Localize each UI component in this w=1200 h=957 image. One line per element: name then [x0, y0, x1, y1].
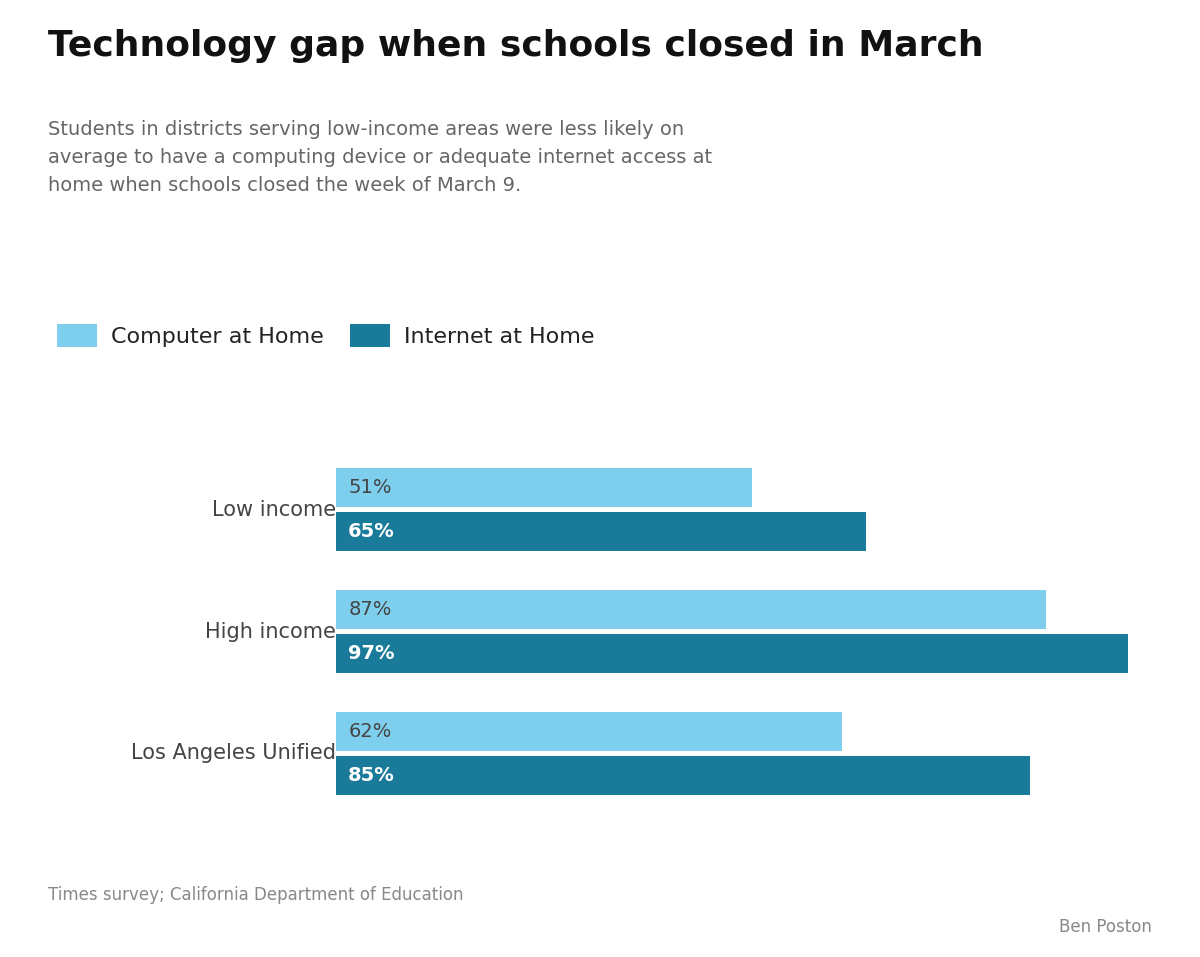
- Text: 85%: 85%: [348, 766, 395, 785]
- Text: 87%: 87%: [348, 600, 391, 619]
- Bar: [336, 468, 752, 507]
- Text: 97%: 97%: [348, 644, 395, 663]
- Bar: [336, 756, 1030, 795]
- Bar: [336, 512, 866, 551]
- Text: 51%: 51%: [348, 478, 391, 498]
- Text: Technology gap when schools closed in March: Technology gap when schools closed in Ma…: [48, 29, 984, 63]
- Text: High income: High income: [205, 622, 336, 641]
- Bar: [336, 634, 1128, 673]
- Text: 62%: 62%: [348, 722, 391, 741]
- Bar: [336, 712, 842, 751]
- Text: Low income: Low income: [211, 500, 336, 520]
- Text: Ben Poston: Ben Poston: [1060, 918, 1152, 936]
- Text: Times survey; California Department of Education: Times survey; California Department of E…: [48, 886, 463, 904]
- Text: Los Angeles Unified: Los Angeles Unified: [131, 744, 336, 764]
- Legend: Computer at Home, Internet at Home: Computer at Home, Internet at Home: [58, 324, 594, 347]
- Bar: [336, 590, 1046, 629]
- Text: 65%: 65%: [348, 523, 395, 542]
- Text: Students in districts serving low-income areas were less likely on
average to ha: Students in districts serving low-income…: [48, 120, 712, 194]
